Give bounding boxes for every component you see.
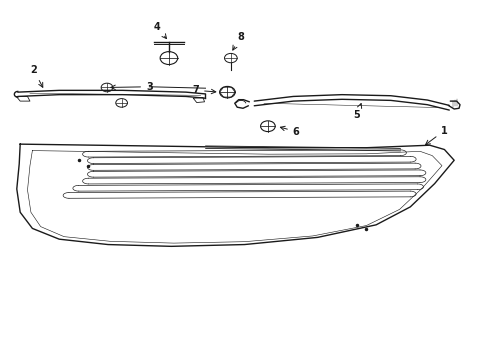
Text: 7: 7 xyxy=(192,85,215,95)
Text: 4: 4 xyxy=(153,22,166,39)
Text: 2: 2 xyxy=(30,65,42,87)
Text: 5: 5 xyxy=(352,104,361,121)
Text: 8: 8 xyxy=(232,32,244,50)
Text: 6: 6 xyxy=(280,126,299,136)
Text: 3: 3 xyxy=(111,82,152,92)
Text: 1: 1 xyxy=(425,126,447,145)
